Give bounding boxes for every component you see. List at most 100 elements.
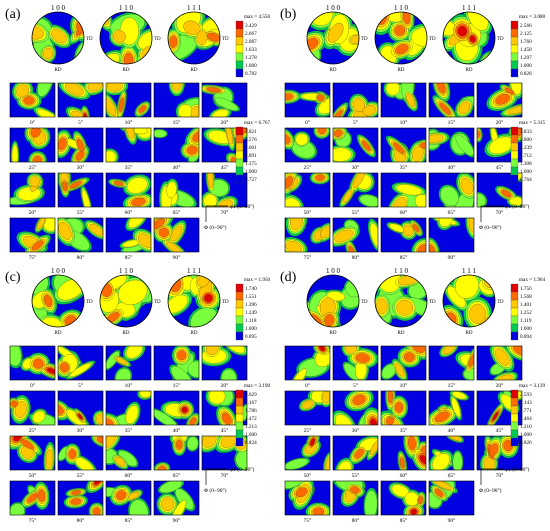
colorbar-swatch [235,299,244,309]
colorbar-level: 2.593 [520,392,532,398]
colorbar-level: 2.800 [520,137,532,143]
odf-section [153,127,200,163]
section-angle: 45° [496,164,504,171]
colorbar-swatch [510,437,519,447]
section-angle: 75° [29,254,37,261]
colorbar-swatch [235,44,244,54]
odf-section [284,480,331,516]
section-angle: 65° [448,209,456,216]
section-angle: 90° [448,517,456,524]
section-angle: 15° [173,382,181,389]
td-label: TD [86,37,93,42]
colorbar-level: 1.249 [245,310,257,316]
colorbar-level: 1.000 [245,326,257,332]
colorbar-swatch [235,323,244,333]
odf-section [201,172,248,208]
colorbar-level: 1.278 [245,55,257,61]
section-angle: 0° [305,382,310,389]
colorbar-swatch [510,28,519,38]
section-angle: 50° [29,209,37,216]
section-angle: 40° [173,427,181,434]
section-angle: 60° [125,209,133,216]
odf-section [380,127,427,163]
odf-section [57,127,104,163]
colorbar-max: max = 3.139 [519,383,546,389]
odf-section [57,435,104,471]
colorbar-swatch [510,291,519,301]
colorbar-level: 1.740 [245,286,257,292]
odf-section [57,390,104,426]
colorbar-level: 1.252 [520,310,532,316]
odf-section [284,390,331,426]
section-angle: 5° [353,382,358,389]
odf-section [153,172,200,208]
colorbar-level: 2.667 [245,31,257,37]
td-label: TD [429,37,436,42]
odf-section [332,172,379,208]
section-angle: 45° [221,427,229,434]
colorbar-level: 0.826 [520,440,532,446]
odf-section [153,345,200,381]
colorbar-level: 1.000 [520,432,532,438]
odf-section [57,217,104,253]
odf-section [57,480,104,516]
section-angle: 0° [305,119,310,126]
section-angle: 25° [29,164,37,171]
colorbar-level: 1.712 [520,153,532,159]
panel-a: (a) 1 0 0 TD RD 1 1 0 TD RD 1 1 1 TD RD max = 4.55… [5,4,271,261]
pole-figure-label: 1 1 1 [462,267,477,275]
colorbar-level: 3.576 [245,137,257,143]
colorbar-swatch [510,323,519,333]
colorbar-swatch [510,283,519,293]
phi1-label: φ1 (0~90°) [230,466,255,473]
colorbar-level: 0.782 [245,71,257,77]
odf-section [201,435,248,471]
Phi-label: Φ (0~90°) [204,224,227,231]
pole-figure-label: 1 1 0 [119,4,134,12]
section-angle: 20° [221,382,229,389]
section-angle: 60° [400,209,408,216]
odf-section [332,345,379,381]
odf-section [153,435,200,471]
pole-figure-label: 1 0 0 [326,267,341,275]
rd-label: RD [398,331,405,336]
section-angle: 20° [221,119,229,126]
section-angle: 5° [78,382,83,389]
section-angle: 90° [173,254,181,261]
odf-section [476,82,523,118]
odf-section [57,172,104,208]
colorbar-max: max = 3.190 [244,383,271,389]
colorbar-swatch [235,283,244,293]
pole-figure-label: 1 0 0 [326,4,341,12]
section-angle: 30° [77,164,85,171]
odf-section [428,217,475,253]
odf-section [284,172,331,208]
section-angle: 90° [173,517,181,524]
panel-c: (c) 1 0 0 TD RD 1 1 0 TD RD 1 1 1 TD RD max = 1.95… [5,267,271,524]
odf-section [105,172,152,208]
phi1-label: φ1 (0~90°) [505,203,530,210]
section-angle: 60° [125,472,133,479]
colorbar-swatch [235,68,244,78]
odf-section [428,172,475,208]
panel-b: (b) 1 0 0 TD RD 1 1 0 TD RD 1 1 1 TD RD max = 3.08… [280,4,546,261]
section-angle: 35° [125,427,133,434]
section-angle: 45° [496,427,504,434]
colorbar-level: 1.213 [245,424,257,430]
colorbar-swatch [235,174,244,184]
section-angle: 80° [352,254,360,261]
odf-section [380,172,427,208]
odf-section [284,127,331,163]
odf-section [9,82,56,118]
section-angle: 15° [173,119,181,126]
colorbar-swatch [510,44,519,54]
colorbar-level: 1.000 [520,169,532,175]
section-angle: 20° [496,382,504,389]
colorbar-max: max = 6.767 [244,120,271,126]
colorbar-swatch [235,134,244,144]
odf-section [428,480,475,516]
odf-section [9,435,56,471]
colorbar-swatch [235,421,244,431]
odf-section [284,435,331,471]
